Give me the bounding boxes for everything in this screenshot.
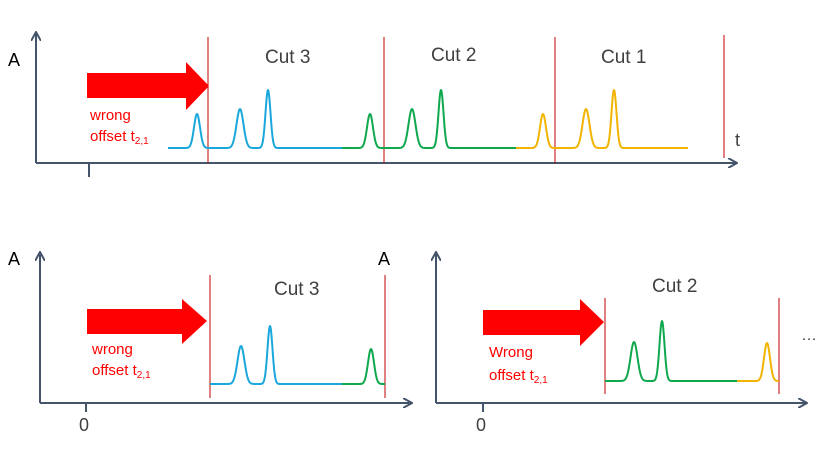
offset-label-line1: wrong [91,341,133,358]
ellipsis: … [801,327,817,344]
offset-arrow [87,299,207,344]
bl-y-axis-label: A [8,249,20,269]
bottom-left-panel: A 0 Cut 3 wrong offset t2,1 [8,249,411,435]
cut-3-trace [167,89,343,149]
top-signal [167,89,689,149]
br-zero-label: 0 [476,415,486,435]
cut-2-label: Cut 2 [431,45,476,66]
cut-1-label: Cut 1 [601,47,646,68]
bottom-right-panel: A 0 Cut 2 … Wrong offset t2,1 [378,249,817,435]
cut-2-trace [604,320,738,382]
offset-label-line1: Wrong [489,344,533,361]
bl-cut-3-label: Cut 3 [274,279,319,300]
offset-label-line2: offset t2,1 [489,367,548,386]
offset-arrow [87,62,209,110]
offset-label-line2: offset t2,1 [92,362,151,381]
cut-2-trace [341,89,517,149]
cut-1-trace [515,89,689,149]
br-cut-2-label: Cut 2 [652,276,697,297]
cut-1-trace [736,342,780,382]
offset-arrow [483,299,604,346]
top-panel: A t Cut 3 Cut 2 Cut 1 wrong offset t2,1 [8,33,740,177]
cut-3-label: Cut 3 [265,47,310,68]
br-y-axis-label: A [378,249,390,269]
cut-2-trace [341,348,386,385]
offset-label-line1: wrong [89,107,131,124]
bl-zero-label: 0 [79,415,89,435]
offset-label-line2: offset t2,1 [90,128,149,147]
bottom-right-signal [604,320,780,382]
top-y-axis-label: A [8,50,20,70]
bottom-left-signal [209,325,386,385]
cut-3-trace [209,325,343,385]
top-x-axis-label: t [735,130,740,150]
